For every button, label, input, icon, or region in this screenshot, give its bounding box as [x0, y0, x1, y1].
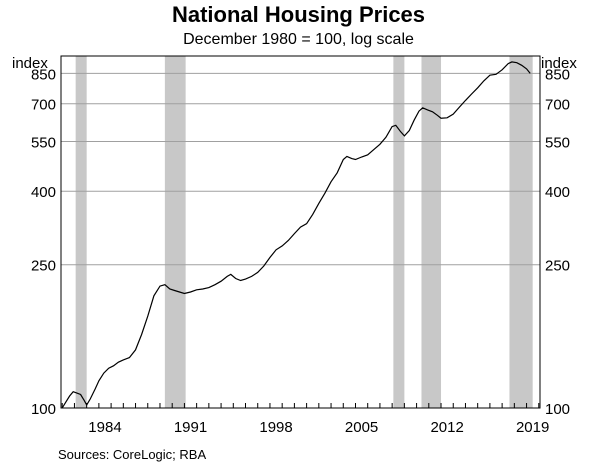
y-tick-right-100: 100 [545, 401, 570, 418]
y-unit-left: index [12, 55, 48, 72]
x-tick-2005: 2005 [345, 419, 378, 436]
plot-frame [60, 55, 541, 409]
y-tick-left-400: 400 [31, 184, 56, 201]
shaded-band-1 [164, 56, 186, 408]
y-tick-right-400: 400 [545, 184, 570, 201]
y-tick-right-850: 850 [545, 66, 570, 83]
x-tick-2019: 2019 [516, 419, 549, 436]
shaded-band-4 [509, 56, 533, 408]
y-tick-right-700: 700 [545, 97, 570, 114]
y-tick-left-700: 700 [31, 97, 56, 114]
shaded-band-2 [393, 56, 405, 408]
y-tick-left-100: 100 [31, 401, 56, 418]
shaded-band-3 [421, 56, 442, 408]
chart-subtitle: December 1980 = 100, log scale [183, 31, 414, 48]
series-line [61, 61, 531, 409]
x-tick-1998: 1998 [259, 419, 292, 436]
y-tick-left-250: 250 [31, 258, 56, 275]
y-tick-right-550: 550 [545, 134, 570, 151]
x-tick-1984: 1984 [88, 419, 121, 436]
shaded-band-0 [75, 56, 87, 408]
x-tick-2012: 2012 [430, 419, 463, 436]
y-tick-left-550: 550 [31, 134, 56, 151]
y-tick-right-250: 250 [545, 258, 570, 275]
sources-note: Sources: CoreLogic; RBA [58, 447, 207, 462]
chart-title: National Housing Prices [171, 2, 426, 27]
x-tick-1991: 1991 [174, 419, 207, 436]
y-tick-left-850: 850 [31, 66, 56, 83]
y-unit-right: index [541, 55, 577, 72]
